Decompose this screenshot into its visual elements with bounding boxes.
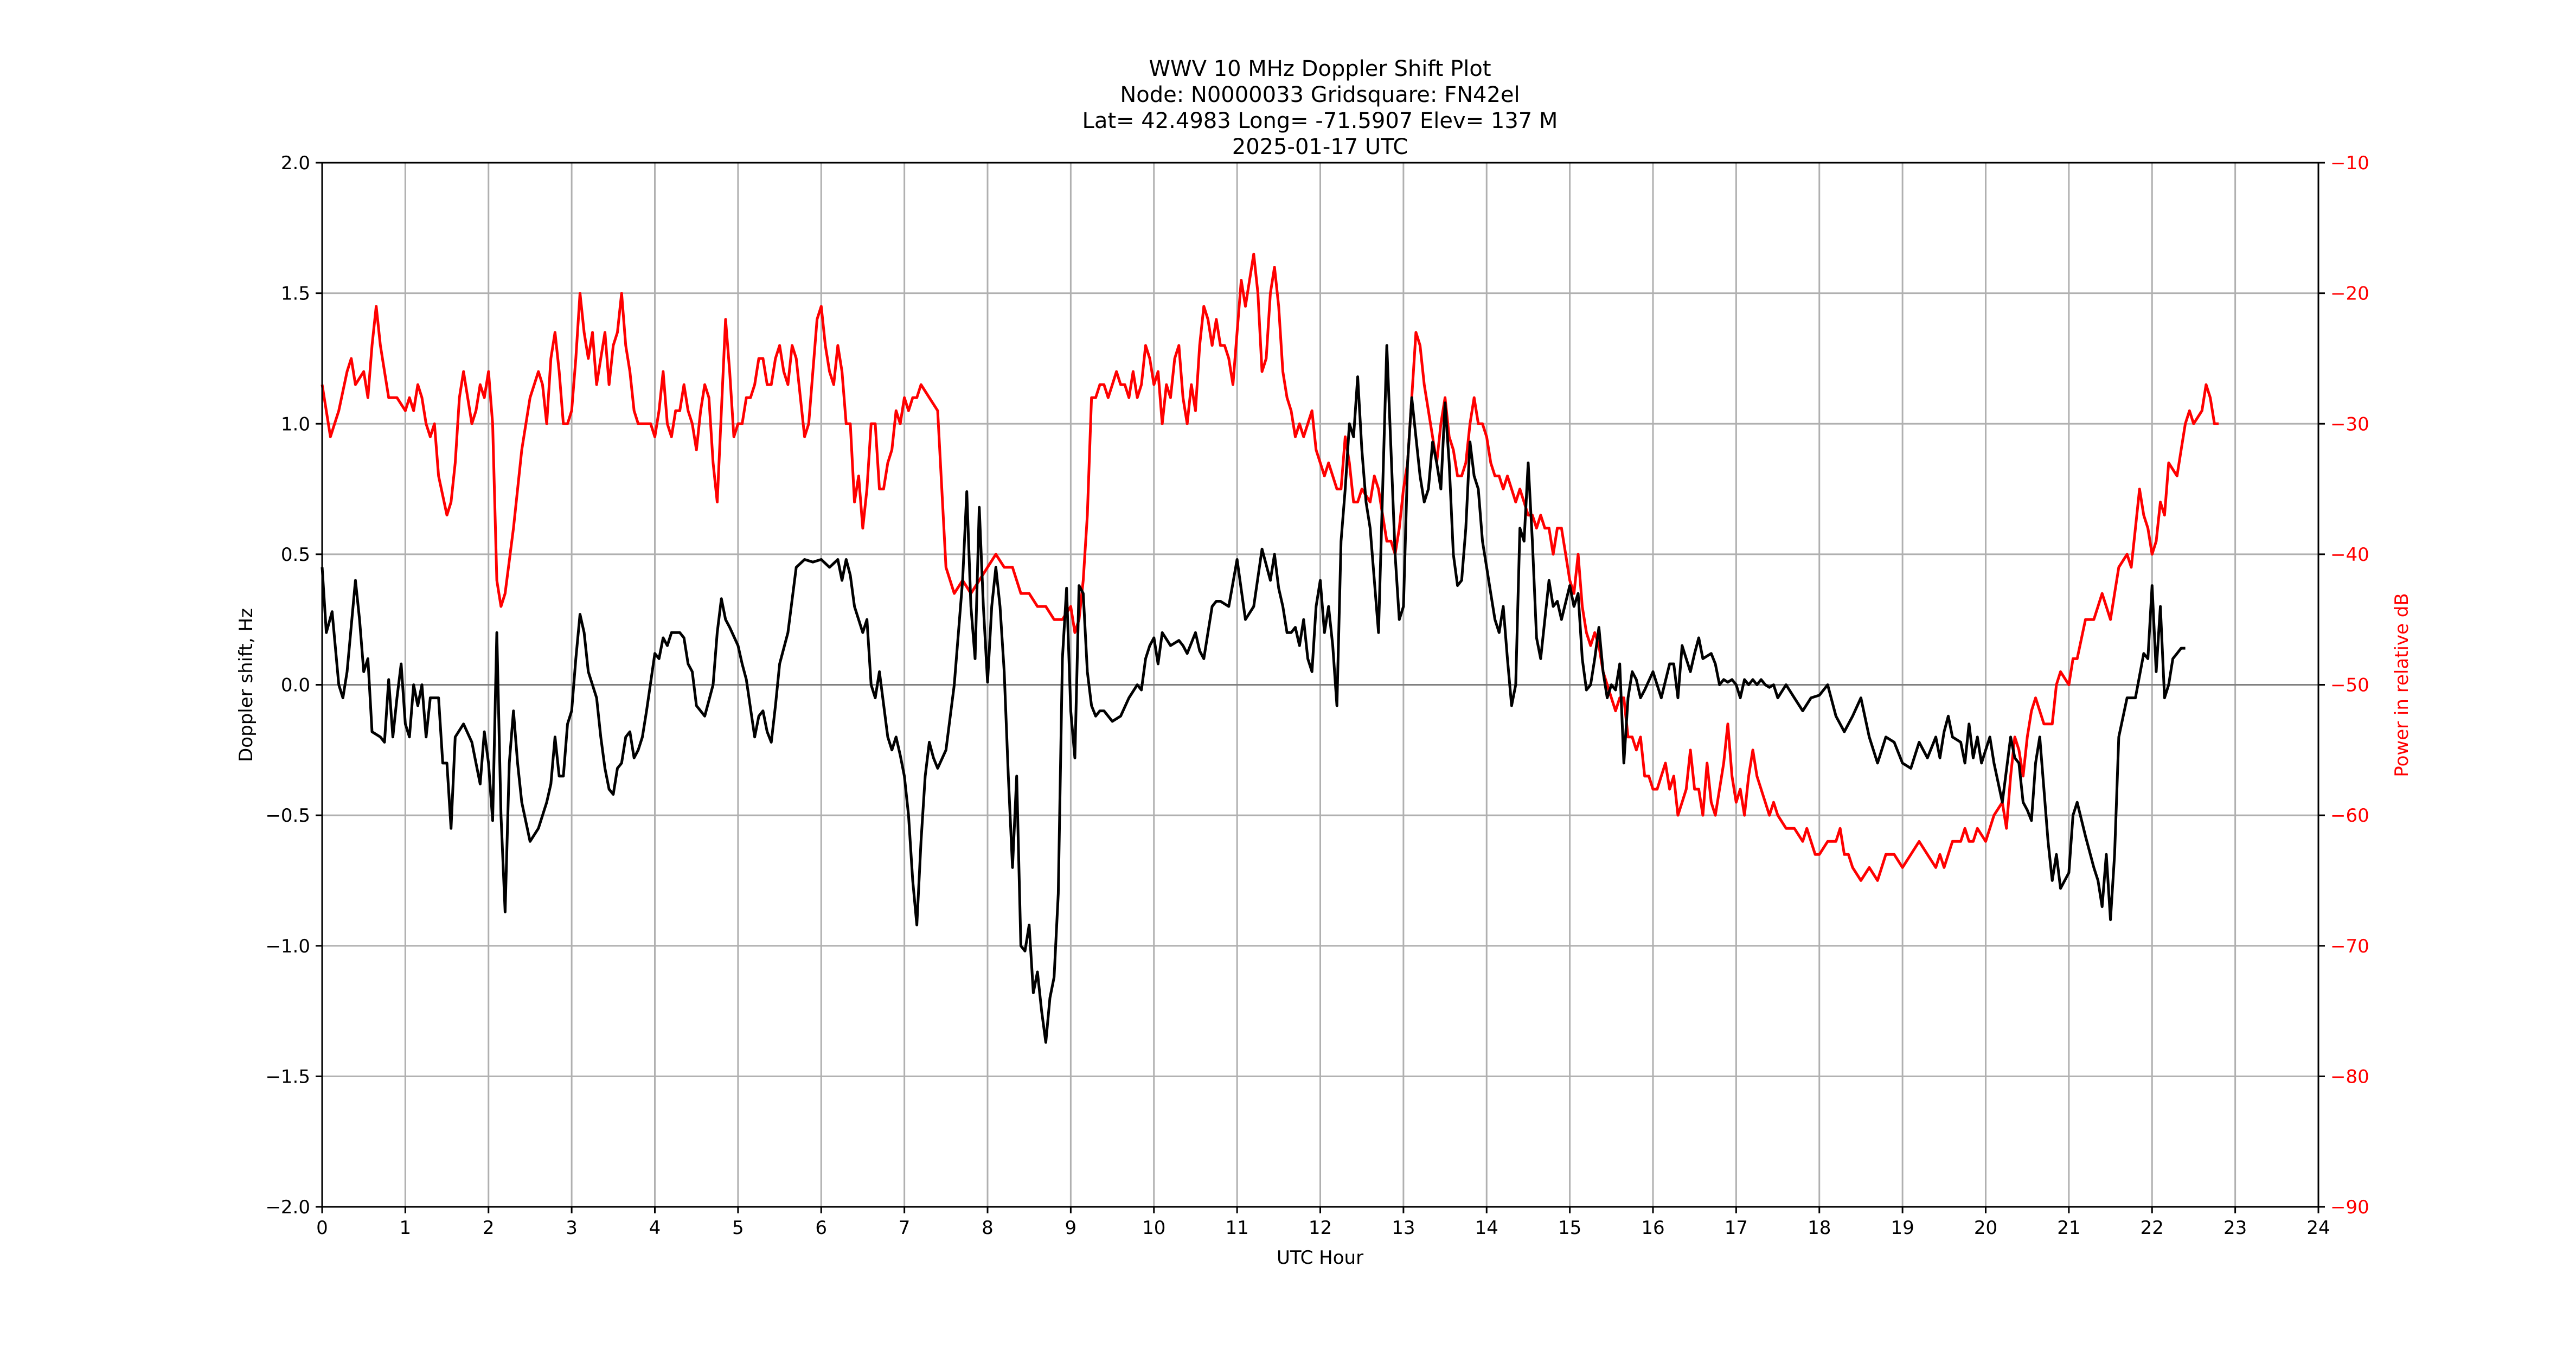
chart-title: WWV 10 MHz Doppler Shift Plot <box>1149 56 1491 81</box>
x-tick-label: 17 <box>1725 1217 1748 1239</box>
y-tick-label: −0.5 <box>265 805 310 827</box>
x-axis-label: UTC Hour <box>1277 1247 1363 1269</box>
y-tick-label: −2.0 <box>265 1197 310 1218</box>
x-tick-label: 14 <box>1475 1217 1498 1239</box>
x-tick-label: 10 <box>1142 1217 1165 1239</box>
x-tick-label: 15 <box>1558 1217 1581 1239</box>
y2-axis-label: Power in relative dB <box>2391 593 2413 777</box>
x-tick-label: 21 <box>2057 1217 2080 1239</box>
x-tick-label: 18 <box>1808 1217 1831 1239</box>
x-tick-label: 1 <box>400 1217 412 1239</box>
y2-tick-label: −80 <box>2330 1066 2369 1088</box>
y2-tick-label: −20 <box>2330 283 2369 305</box>
x-tick-label: 16 <box>1641 1217 1664 1239</box>
x-tick-label: 11 <box>1225 1217 1248 1239</box>
x-tick-label: 3 <box>566 1217 578 1239</box>
x-tick-label: 22 <box>2141 1217 2164 1239</box>
y-tick-label: 0.5 <box>281 544 310 566</box>
x-tick-label: 4 <box>649 1217 661 1239</box>
y-axis-label: Doppler shift, Hz <box>235 608 257 762</box>
y2-tick-label: −60 <box>2330 805 2369 827</box>
x-tick-label: 8 <box>982 1217 994 1239</box>
plot-series <box>321 252 2219 1044</box>
x-tick-label: 7 <box>899 1217 911 1239</box>
y2-tick-label: −40 <box>2330 544 2369 566</box>
x-tick-label: 19 <box>1891 1217 1914 1239</box>
doppler-series-line <box>321 344 2186 1044</box>
y2-axis-ticks: −10 −20 −30 −40 −50 −60 −70 −80 −90 <box>2318 152 2369 1218</box>
y-tick-label: 1.0 <box>281 413 310 435</box>
chart-subtitle-node: Node: N0000033 Gridsquare: FN42el <box>1120 82 1520 107</box>
y-tick-label: −1.5 <box>265 1066 310 1088</box>
x-tick-label: 20 <box>1974 1217 1997 1239</box>
x-axis-ticks: 0 1 2 3 4 5 6 7 8 9 10 11 12 13 14 15 16 17 18 19 20 21 22 23 24 <box>316 1207 2330 1239</box>
y-tick-label: −1.0 <box>265 936 310 957</box>
y-tick-label: 1.5 <box>281 283 310 305</box>
y2-tick-label: −30 <box>2330 413 2369 435</box>
y-axis-ticks: 2.0 1.5 1.0 0.5 0.0 −0.5 −1.0 −1.5 −2.0 <box>265 152 322 1218</box>
x-tick-label: 12 <box>1309 1217 1332 1239</box>
chart-subtitle-date: 2025-01-17 UTC <box>1232 135 1408 159</box>
y-tick-label: 0.0 <box>281 675 310 696</box>
y-tick-label: 2.0 <box>281 152 310 174</box>
chart-subtitle-location: Lat= 42.4983 Long= -71.5907 Elev= 137 M <box>1082 108 1558 133</box>
y2-tick-label: −70 <box>2330 936 2369 957</box>
x-tick-label: 9 <box>1065 1217 1077 1239</box>
power-series-line <box>321 252 2219 882</box>
x-tick-label: 13 <box>1392 1217 1415 1239</box>
x-tick-label: 0 <box>316 1217 328 1239</box>
y2-tick-label: −10 <box>2330 152 2369 174</box>
y2-tick-label: −50 <box>2330 675 2369 696</box>
x-tick-label: 23 <box>2223 1217 2247 1239</box>
x-tick-label: 5 <box>732 1217 744 1239</box>
x-tick-label: 2 <box>483 1217 495 1239</box>
y2-tick-label: −90 <box>2330 1197 2369 1218</box>
x-tick-label: 6 <box>815 1217 827 1239</box>
x-tick-label: 24 <box>2306 1217 2330 1239</box>
